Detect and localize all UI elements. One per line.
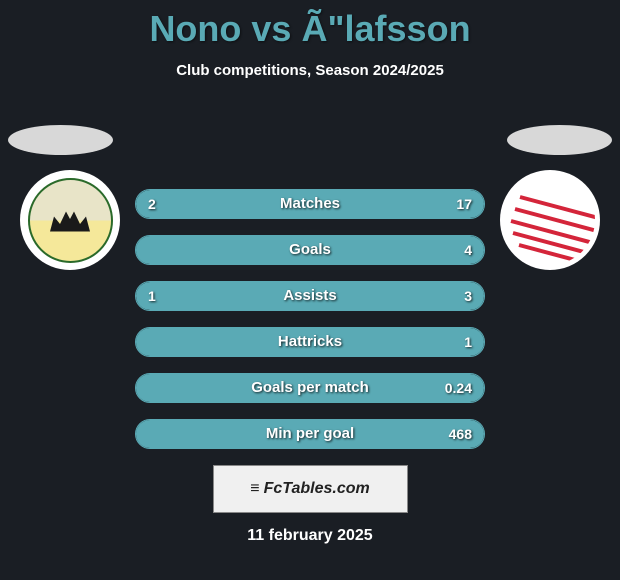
stat-row: Goals4 <box>135 235 485 265</box>
stat-value-right: 4 <box>464 236 472 264</box>
stat-label: Min per goal <box>136 420 484 448</box>
shadow-ellipse-right <box>507 125 612 155</box>
stat-row: Assists1 3 <box>135 281 485 311</box>
stat-value-left: 1 <box>148 282 156 310</box>
date-text: 11 february 2025 <box>0 527 620 545</box>
page-subtitle: Club competitions, Season 2024/2025 <box>0 62 620 79</box>
team-badge-right <box>500 170 600 270</box>
stat-value-right: 1 <box>464 328 472 356</box>
stat-label: Hattricks <box>136 328 484 356</box>
cracovia-crest <box>505 175 595 265</box>
stat-value-left: 2 <box>148 190 156 218</box>
stripes-icon <box>505 175 595 265</box>
chart-icon: ≡ <box>250 480 259 498</box>
site-name: FcTables.com <box>264 480 370 498</box>
stat-label: Goals per match <box>136 374 484 402</box>
stat-label: Matches <box>136 190 484 218</box>
stat-row: Hattricks1 <box>135 327 485 357</box>
crown-icon <box>50 207 90 232</box>
site-badge: ≡ FcTables.com <box>213 465 408 513</box>
shadow-ellipse-left <box>8 125 113 155</box>
stats-container: Matches217Goals4Assists13Hattricks1Goals… <box>135 189 485 449</box>
stat-value-right: 0.24 <box>445 374 472 402</box>
stat-row: Min per goal468 <box>135 419 485 449</box>
stat-row: Matches2 17 <box>135 189 485 219</box>
header: Nono vs Ã"lafsson Club competitions, Sea… <box>0 0 620 79</box>
stat-value-right: 17 <box>456 190 472 218</box>
stat-label: Assists <box>136 282 484 310</box>
korona-crest <box>28 178 113 263</box>
stat-row: Goals per match0.24 <box>135 373 485 403</box>
stat-value-right: 3 <box>464 282 472 310</box>
page-title: Nono vs Ã"lafsson <box>0 8 620 50</box>
stat-value-right: 468 <box>449 420 472 448</box>
stat-label: Goals <box>136 236 484 264</box>
team-badge-left <box>20 170 120 270</box>
